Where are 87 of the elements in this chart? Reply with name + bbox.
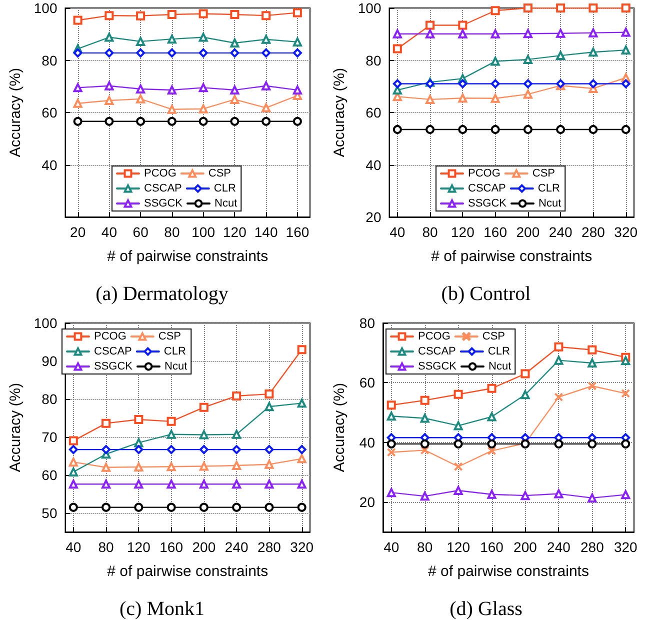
- legend-label: CSCAP: [94, 346, 132, 358]
- legend-label: SSGCK: [94, 360, 134, 372]
- x-tick-label: 120: [127, 539, 151, 555]
- y-tick-label: 80: [366, 52, 382, 68]
- legend-label: PCOG: [418, 330, 450, 342]
- x-tick-label: 20: [70, 224, 86, 240]
- x-axis-title: # of pairwise constraints: [431, 248, 592, 265]
- x-tick-label: 120: [223, 224, 247, 240]
- legend-label: PCOG: [144, 168, 176, 180]
- x-tick-label: 80: [98, 539, 114, 555]
- y-tick-label: 100: [358, 0, 382, 16]
- x-tick-label: 280: [580, 539, 604, 555]
- x-axis-title: # of pairwise constraints: [428, 563, 589, 580]
- y-tick-label: 90: [42, 353, 58, 369]
- y-tick-label: 70: [42, 429, 58, 445]
- legend-label: CSP: [532, 168, 556, 180]
- x-tick-label: 40: [390, 224, 406, 240]
- x-tick-label: 280: [582, 224, 606, 240]
- x-tick-label: 160: [480, 539, 504, 555]
- x-tick-label: 40: [101, 224, 118, 240]
- x-tick-label: 80: [417, 539, 433, 555]
- legend-label: SSGCK: [468, 198, 508, 210]
- y-tick-label: 20: [359, 494, 376, 510]
- x-tick-label: 320: [290, 539, 314, 555]
- y-tick-label: 80: [42, 391, 58, 407]
- y-tick-label: 60: [359, 374, 376, 391]
- legend-label: Ncut: [538, 198, 562, 210]
- x-tick-label: 160: [160, 539, 184, 555]
- text: (a) Dermatology: [96, 283, 228, 305]
- x-tick-label: 80: [164, 224, 180, 240]
- x-axis-title: # of pairwise constraints: [107, 248, 268, 265]
- legend-label: SSGCK: [144, 198, 184, 210]
- x-axis-title: # of pairwise constraints: [107, 563, 268, 580]
- x-tick-label: 40: [66, 539, 82, 555]
- legend-label: Ncut: [488, 360, 512, 372]
- x-tick-label: 200: [192, 539, 216, 555]
- legend-label: CLR: [538, 182, 560, 194]
- y-tick-label: 20: [366, 209, 382, 225]
- legend-label: CSP: [482, 330, 506, 342]
- legend-label: Ncut: [214, 198, 238, 210]
- x-tick-label: 120: [451, 224, 475, 240]
- y-tick-label: 60: [42, 467, 58, 483]
- legend-label: PCOG: [94, 330, 126, 342]
- y-tick-label: 40: [359, 434, 376, 450]
- y-axis-title: Accuracy (%): [7, 382, 24, 472]
- y-tick-label: 50: [42, 505, 58, 521]
- x-tick-label: 100: [192, 224, 216, 240]
- y-tick-label: 60: [366, 104, 382, 120]
- x-tick-label: 40: [384, 539, 400, 555]
- y-tick-label: 100: [34, 0, 58, 16]
- text: (c) Monk1: [120, 598, 204, 620]
- legend-label: CLR: [164, 346, 186, 358]
- x-tick-label: 200: [514, 539, 538, 555]
- x-tick-label: 160: [484, 224, 508, 240]
- y-axis-title: Accuracy (%): [331, 382, 348, 472]
- x-tick-label: 80: [422, 224, 438, 240]
- legend-label: CLR: [214, 182, 236, 194]
- x-tick-label: 240: [548, 224, 572, 240]
- x-tick-label: 120: [446, 539, 470, 555]
- y-tick-label: 80: [42, 52, 58, 68]
- legend-label: CLR: [488, 346, 510, 358]
- x-tick-label: 60: [132, 224, 149, 240]
- legend-label: CSCAP: [468, 182, 506, 194]
- y-tick-label: 100: [34, 315, 58, 331]
- y-tick-label: 40: [42, 156, 58, 173]
- legend-label: Ncut: [164, 360, 188, 372]
- y-axis-title: Accuracy (%): [7, 68, 24, 158]
- x-tick-label: 240: [547, 539, 571, 555]
- legend-label: CSCAP: [418, 346, 456, 358]
- y-tick-label: 60: [42, 104, 58, 120]
- legend-label: CSP: [158, 330, 182, 342]
- y-axis-title: Accuracy (%): [331, 68, 348, 158]
- legend-label: CSP: [208, 168, 232, 180]
- legend-label: PCOG: [468, 168, 500, 180]
- y-tick-label: 80: [359, 315, 376, 331]
- legend-label: SSGCK: [418, 360, 458, 372]
- x-tick-label: 240: [224, 539, 248, 555]
- text: (b) Control: [441, 283, 532, 305]
- y-tick-label: 40: [366, 156, 382, 173]
- x-tick-label: 140: [254, 224, 278, 240]
- legend-label: CSCAP: [144, 182, 182, 194]
- x-tick-label: 280: [258, 539, 282, 555]
- x-tick-label: 200: [516, 224, 540, 240]
- text: (d) Glass: [450, 598, 523, 620]
- x-tick-label: 160: [286, 224, 310, 240]
- x-tick-label: 320: [614, 539, 638, 555]
- x-tick-label: 320: [614, 224, 638, 240]
